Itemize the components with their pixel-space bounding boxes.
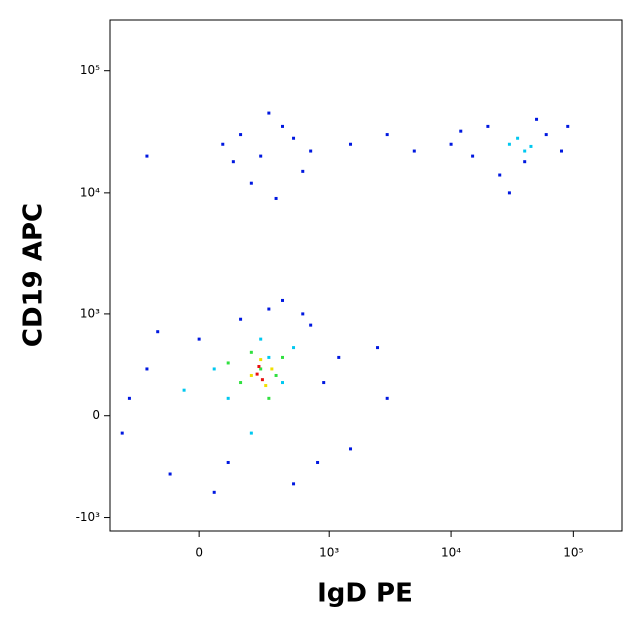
event-dot xyxy=(281,381,285,385)
event-dot xyxy=(197,337,201,341)
event-dot xyxy=(544,133,548,137)
event-dot xyxy=(239,317,243,321)
event-dot xyxy=(309,149,313,153)
event-dot xyxy=(239,381,243,385)
event-dot xyxy=(535,117,539,121)
event-dot xyxy=(226,460,230,464)
event-dot xyxy=(349,447,353,451)
event-dot xyxy=(516,136,520,140)
event-dot xyxy=(182,388,186,392)
event-dot xyxy=(274,373,278,377)
event-dot xyxy=(316,460,320,464)
event-dot xyxy=(529,144,533,148)
event-dot xyxy=(523,160,527,164)
event-dot xyxy=(322,381,326,385)
event-dot xyxy=(566,124,570,128)
event-dot xyxy=(281,355,285,359)
y-tick-label: -10³ xyxy=(76,510,101,524)
event-dot xyxy=(231,160,235,164)
x-tick-label: 10⁵ xyxy=(563,546,583,560)
x-tick-label: 10⁴ xyxy=(441,546,461,560)
event-dot xyxy=(226,361,230,365)
event-dot xyxy=(267,111,271,115)
event-dot xyxy=(249,181,253,185)
event-dot xyxy=(471,154,475,158)
event-dot xyxy=(267,396,271,400)
event-dot xyxy=(259,358,263,362)
event-dot xyxy=(449,142,453,146)
event-dot xyxy=(385,396,389,400)
event-dot xyxy=(120,431,124,435)
event-dot xyxy=(145,154,149,158)
event-dot xyxy=(127,396,131,400)
plot-frame xyxy=(109,19,623,532)
event-dot xyxy=(486,124,490,128)
event-dot xyxy=(212,490,216,494)
y-tick-label: 0 xyxy=(92,408,100,422)
event-dot xyxy=(264,384,268,388)
event-dot xyxy=(459,129,463,133)
event-dot xyxy=(212,367,216,371)
event-dot xyxy=(267,355,271,359)
event-dot xyxy=(498,173,502,177)
event-dot xyxy=(259,367,263,371)
event-dot xyxy=(292,482,296,486)
event-dot xyxy=(292,136,296,140)
event-dot xyxy=(145,367,149,371)
event-dot xyxy=(270,367,274,371)
event-dot xyxy=(385,133,389,137)
x-tick-label: 10³ xyxy=(319,546,339,560)
event-dot xyxy=(281,298,285,302)
event-dot xyxy=(257,364,261,368)
event-dot xyxy=(259,337,263,341)
event-dot xyxy=(168,472,172,476)
event-dot xyxy=(349,142,353,146)
event-dot xyxy=(507,191,511,195)
event-dot xyxy=(267,307,271,311)
y-axis-label: CD19 APC xyxy=(19,203,49,347)
event-dot xyxy=(376,346,380,350)
event-dot xyxy=(301,169,305,173)
event-dot xyxy=(249,350,253,354)
y-tick-label: 10⁵ xyxy=(80,63,100,77)
event-dot xyxy=(226,396,230,400)
event-dot xyxy=(523,149,527,153)
event-dot xyxy=(156,330,160,334)
event-dot xyxy=(249,431,253,435)
event-dot xyxy=(309,323,313,327)
event-dot xyxy=(412,149,416,153)
y-tick-label: 10³ xyxy=(80,306,100,320)
event-dot xyxy=(259,154,263,158)
event-dot xyxy=(507,142,511,146)
event-dot xyxy=(239,133,243,137)
x-tick-label: 0 xyxy=(195,546,203,560)
event-dot xyxy=(255,372,259,376)
event-dot xyxy=(281,124,285,128)
event-dot xyxy=(260,378,264,382)
event-dot xyxy=(292,346,296,350)
y-tick-label: 10⁴ xyxy=(80,185,100,199)
event-dot xyxy=(559,149,563,153)
event-dot xyxy=(249,373,253,377)
event-dot xyxy=(301,312,305,316)
event-dot xyxy=(337,355,341,359)
event-dot xyxy=(274,196,278,200)
event-dot xyxy=(221,142,225,146)
x-axis-label: IgD PE xyxy=(317,579,413,609)
